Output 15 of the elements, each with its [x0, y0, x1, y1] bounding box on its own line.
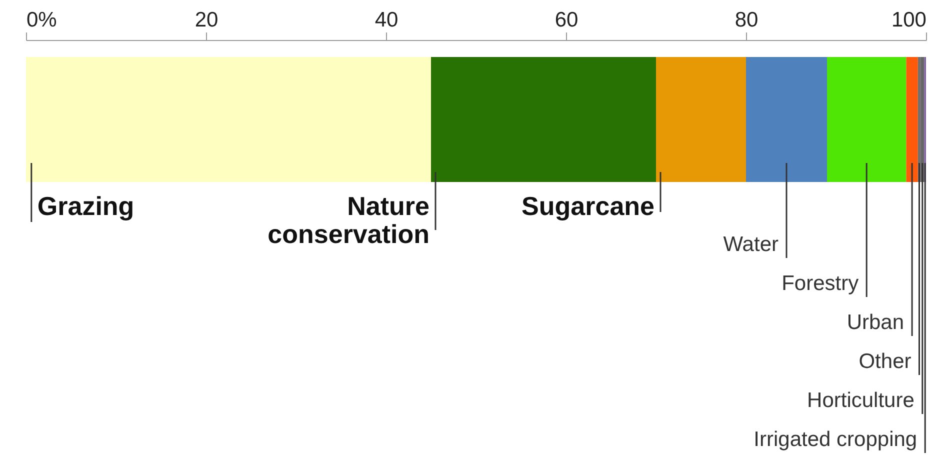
x-tick-label: 100: [891, 8, 926, 32]
series-label: Sugarcane: [522, 191, 654, 221]
text: Horticulture: [807, 389, 914, 412]
x-tick-label: 40: [374, 8, 398, 32]
text: Other: [858, 350, 912, 373]
x-tick-label: 80: [734, 8, 758, 32]
text: Forestry: [782, 272, 860, 295]
text: Urban: [846, 311, 904, 334]
x-tick-label: 20: [194, 8, 218, 32]
x-tick-label: 60: [554, 8, 578, 32]
series-label: Grazing: [37, 191, 134, 221]
text: Water: [723, 233, 778, 256]
series-label: Nature conservation: [268, 191, 430, 249]
x-tick-label: 0%: [26, 8, 57, 32]
text: Irrigated cropping: [754, 428, 918, 451]
